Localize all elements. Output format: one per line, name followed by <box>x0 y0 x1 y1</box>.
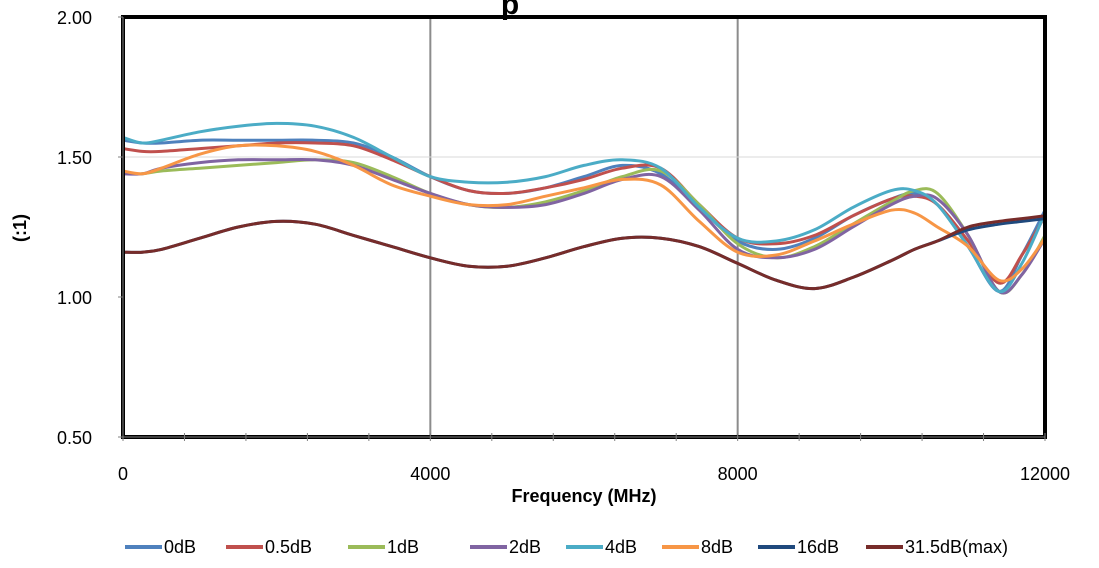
y-axis-ticks: 0.50 1.00 1.50 2.00 <box>57 8 123 448</box>
legend-label: 2dB <box>509 537 541 557</box>
legend-label: 8dB <box>701 537 733 557</box>
legend-label: 1dB <box>387 537 419 557</box>
series-line-31.5db-max- <box>121 214 1047 291</box>
plot-area <box>121 15 1047 439</box>
x-axis-ticks: 0 4000 8000 12000 <box>118 433 1070 484</box>
chart-title: p <box>501 0 519 21</box>
y-tick-label: 1.00 <box>57 288 92 308</box>
legend-label: 31.5dB(max) <box>905 537 1008 557</box>
series-line-4db <box>121 121 1047 294</box>
legend-label: 0dB <box>164 537 196 557</box>
x-tick-label: 4000 <box>410 464 450 484</box>
legend-label: 16dB <box>797 537 839 557</box>
legend-label: 0.5dB <box>265 537 312 557</box>
x-tick-label: 12000 <box>1020 464 1070 484</box>
x-tick-label: 8000 <box>718 464 758 484</box>
x-tick-label: 0 <box>118 464 128 484</box>
series-lines <box>121 121 1047 295</box>
legend: 0dB 0.5dB 1dB 2dB 4dB 8dB 16dB 31.5dB(max) <box>125 537 1008 557</box>
y-tick-label: 2.00 <box>57 8 92 28</box>
legend-label: 4dB <box>605 537 637 557</box>
series-line-8db <box>121 143 1047 283</box>
x-axis-title: Frequency (MHz) <box>511 486 656 506</box>
y-tick-label: 1.50 <box>57 148 92 168</box>
y-tick-label: 0.50 <box>57 428 92 448</box>
gridlines <box>123 17 1045 437</box>
y-axis-title: (:1) <box>10 214 30 242</box>
